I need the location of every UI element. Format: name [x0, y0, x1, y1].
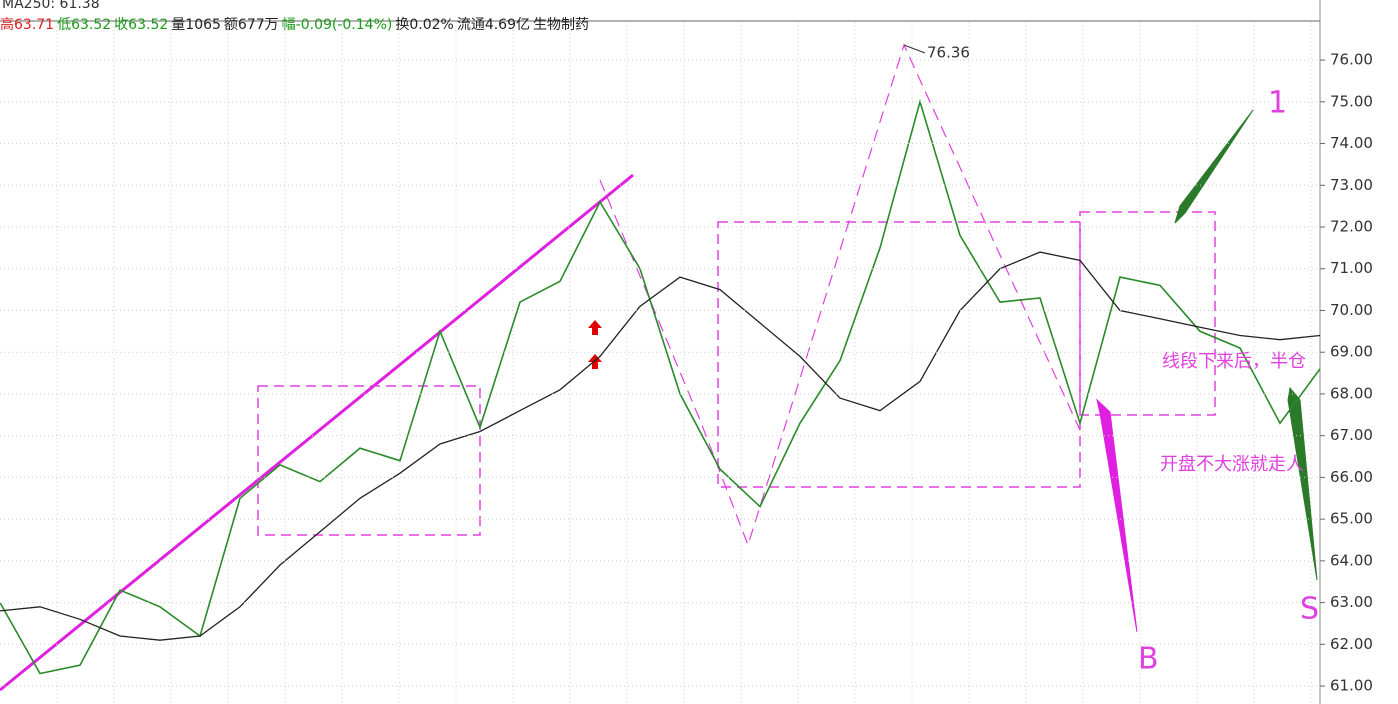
- dashed-segment: [599, 43, 1081, 547]
- y-tick-label: 66.00: [1330, 468, 1373, 486]
- signal-arrow: [588, 320, 602, 369]
- box: [1079, 211, 1216, 416]
- arrow: [1174, 109, 1254, 224]
- y-tick-label: 75.00: [1330, 92, 1373, 110]
- y-tick-label: 65.00: [1330, 510, 1373, 528]
- box: [257, 385, 481, 536]
- annotation: 76.36: [927, 44, 970, 62]
- y-tick-label: 68.00: [1330, 384, 1373, 402]
- ma-label: MA250: 61.38: [2, 0, 100, 12]
- y-tick-label: 76.00: [1330, 51, 1373, 69]
- annotation: 1: [1268, 86, 1287, 121]
- annotation: S: [1300, 592, 1319, 627]
- y-tick-label: 72.00: [1330, 218, 1373, 236]
- info-item: 换0.02%: [395, 16, 453, 33]
- annotation: B: [1138, 642, 1159, 677]
- info-item: 低63.52: [57, 17, 111, 33]
- drawing-layer: [0, 43, 1318, 692]
- y-tick-label: 74.00: [1330, 134, 1373, 152]
- info-item: 生物制药: [533, 17, 589, 33]
- trend-line: [0, 173, 634, 692]
- y-tick-label: 64.00: [1330, 551, 1373, 569]
- info-item: 额677万: [224, 17, 279, 33]
- y-tick-label: 73.00: [1330, 176, 1373, 194]
- info-text: 高63.71 低63.52 收63.52 量1065 额677万 幅-0.09(-0.14…: [0, 16, 589, 33]
- y-tick-label: 62.00: [1330, 635, 1373, 653]
- info-item: 收63.52: [114, 17, 168, 33]
- box: [717, 221, 1081, 488]
- vertical-grid: [56, 22, 1312, 704]
- annotation: 线段下来后，半仓: [1162, 351, 1306, 372]
- info-bar: 高63.71 低63.52 收63.52 量1065 额677万 幅-0.09(-0.14…: [0, 16, 589, 33]
- y-tick-label: 71.00: [1330, 259, 1373, 277]
- annotation: 开盘不大涨就走人: [1160, 454, 1304, 475]
- info-item: 流通4.69亿: [457, 17, 530, 33]
- y-tick-label: 67.00: [1330, 426, 1373, 444]
- info-item: 幅-0.09(-0.14%): [282, 17, 393, 33]
- series-line: [0, 98, 1320, 675]
- arrow: [1287, 386, 1318, 581]
- y-tick-label: 63.00: [1330, 593, 1373, 611]
- info-item: 高63.71: [0, 16, 54, 33]
- peak-pointer: [903, 44, 926, 54]
- info-item: 量1065: [171, 17, 221, 33]
- arrow: [1096, 398, 1138, 633]
- y-tick-label: 69.00: [1330, 343, 1373, 361]
- series-line: [0, 251, 1320, 641]
- y-tick-label: 70.00: [1330, 301, 1373, 319]
- y-tick-label: 61.00: [1330, 677, 1373, 695]
